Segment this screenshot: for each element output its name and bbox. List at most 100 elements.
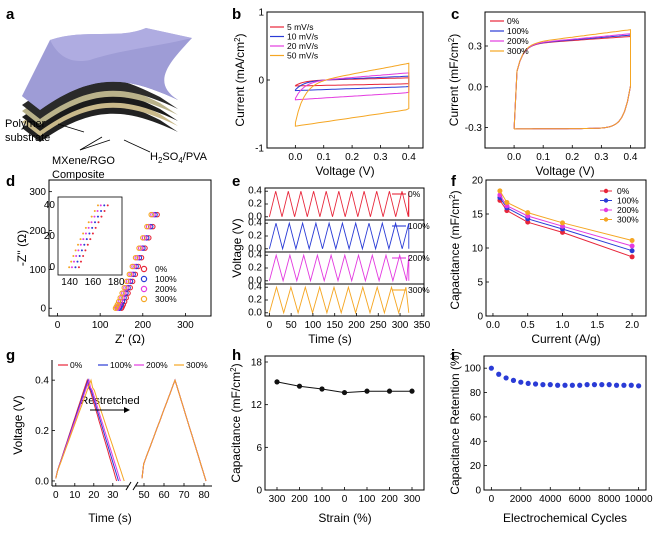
- panel-d-inset-point-2-2: [75, 254, 78, 257]
- panel-e-sub-0-ticklabel-2: 0.4: [248, 186, 262, 197]
- panel-e-series-3: [268, 285, 410, 315]
- panel-h-point-6: [409, 388, 415, 394]
- panel-d-point-1-13: [147, 223, 154, 230]
- panel-h-x-ticklabel-2: 100: [314, 494, 331, 505]
- device-pointer-composite: [79, 136, 103, 151]
- panel-e-sub-2-ticklabel-1: 0.2: [248, 263, 262, 274]
- panel-d-point-2-10: [134, 254, 140, 261]
- panel-b-x-ticklabel-2: 0.2: [345, 152, 359, 163]
- panel-f-y-ticklabel-2: 10: [472, 244, 484, 255]
- panel-d-inset-point-2-11: [99, 204, 102, 207]
- panel-d-inset-point-2-7: [87, 226, 90, 229]
- panel-i-x-ticklabel-1: 2000: [510, 494, 533, 505]
- panel-d-inset-ytick-0: 0: [49, 262, 55, 273]
- panel-c-legend-label-0: 0%: [507, 16, 520, 26]
- panel-i-y-ticklabel-2: 40: [470, 437, 482, 448]
- panel-g-break-2: [132, 481, 139, 491]
- panel-c-y-ticklabel-2: 0.3: [468, 42, 482, 53]
- panel-d-inset-point-1-5: [85, 238, 88, 241]
- panel-b-xlabel: Voltage (V): [315, 164, 374, 178]
- panel-d-point-1-8: [130, 271, 136, 278]
- panel-d-point-1-12: [143, 235, 150, 241]
- panel-d-point-1-5: [123, 290, 129, 296]
- panel-d-inset-point-1-11: [103, 204, 106, 207]
- panel-d-inset-point-1-3: [80, 249, 83, 252]
- panel-e-sub-1-ticklabel-2: 0.4: [248, 218, 262, 229]
- panel-g-y-ticklabel-0: 0.0: [35, 476, 49, 487]
- panel-i-frame: [483, 355, 647, 491]
- panel-h-y-ticklabel-3: 18: [251, 358, 263, 369]
- panel-d-inset-point-1-4: [83, 243, 86, 246]
- panel-i-xlabel: Electrochemical Cycles: [503, 511, 627, 525]
- panel-f-y-ticklabel-1: 5: [477, 278, 483, 289]
- panel-d-inset-xtick-0: 140: [61, 277, 78, 288]
- panel-d-legend-label-1: 100%: [155, 274, 177, 284]
- device-pointer-polymer: [57, 123, 85, 133]
- panel-i-point-13: [584, 382, 590, 388]
- panel-d-inset-point-0-4: [86, 243, 89, 246]
- panel-c-frame: [484, 11, 646, 149]
- panel-label-f: f: [451, 173, 457, 190]
- panel-h-point-5: [386, 388, 393, 394]
- device-pointer-electrolyte: [123, 139, 151, 153]
- panel-e-x-ticklabel-0: 0: [267, 320, 273, 331]
- panel-d-inset-point-3-0: [68, 266, 71, 269]
- panel-e-sub-0-ticklabel-0: 0.0: [248, 211, 262, 222]
- panel-d-inset-point-1-7: [91, 226, 94, 229]
- panel-d-inset-point-2-5: [82, 238, 85, 241]
- panel-e-x-ticklabel-2: 100: [305, 320, 322, 331]
- panel-d-point-3-9: [129, 263, 136, 270]
- panel-d-point-2-14: [150, 211, 156, 218]
- device-label-polymer-2: substrate: [5, 132, 50, 144]
- panel-g-y-ticklabel-1: 0.2: [35, 426, 49, 437]
- panel-g-series-right-2: [141, 378, 207, 482]
- panel-d-legend-marker-3: [140, 295, 148, 303]
- panel-d-inset-point-1-6: [88, 232, 91, 235]
- panel-b-y-ticklabel-1: 0: [258, 76, 264, 87]
- panel-d-inset-point-2-0: [70, 266, 73, 269]
- panel-g-x-ticklabel-1: 10: [69, 490, 81, 501]
- panel-e-sub-1-ticklabel-0: 0.0: [248, 243, 262, 254]
- panel-label-i: i: [451, 347, 455, 364]
- panel-d-inset-point-3-8: [87, 221, 90, 224]
- panel-d-inset-point-3-3: [74, 249, 77, 252]
- panel-f-point-3-0: [497, 188, 503, 194]
- panel-d-inset-point-3-2: [72, 254, 75, 257]
- panel-i-point-11: [569, 382, 575, 388]
- panel-d-inset-point-0-0: [77, 266, 80, 269]
- panel-b-ylabel: Current (mA/cm2): [233, 33, 247, 126]
- panel-f-y-ticklabel-4: 20: [472, 176, 484, 187]
- panel-b-x-ticklabel-1: 0.1: [317, 152, 331, 163]
- panel-f-point-3-2: [525, 210, 531, 216]
- panel-g-legend-label-0: 0%: [70, 360, 83, 370]
- panel-g-series-right-3: [141, 378, 207, 482]
- panel-g-series-left-2: [55, 378, 121, 482]
- panel-d-point-3-2: [114, 301, 121, 308]
- panel-c-x-ticklabel-2: 0.2: [565, 152, 579, 163]
- panel-d-inset-xtick-2: 180: [108, 277, 125, 288]
- panel-d-x-ticklabel-2: 200: [134, 320, 151, 331]
- panel-g-x-ticklabel-0: 0: [53, 490, 59, 501]
- panel-h-y-ticklabel-1: 6: [256, 443, 262, 454]
- panel-h-x-ticklabel-6: 300: [404, 494, 421, 505]
- panel-d-point-3-6: [121, 284, 128, 291]
- device-labels: Polymer substrate MXene/RGO Composite H2…: [5, 118, 208, 181]
- panel-b-legend-label-2: 20 mV/s: [287, 41, 318, 51]
- panel-d-inset-point-1-1: [76, 260, 79, 263]
- panel-d-point-1-6: [125, 284, 131, 291]
- panel-d-point-2-6: [123, 284, 129, 291]
- panel-i-point-10: [562, 382, 568, 388]
- panel-d-point-1-10: [136, 254, 143, 261]
- panel-e-x-ticklabel-6: 300: [392, 320, 409, 331]
- panel-f-legend-marker-0: [603, 188, 609, 194]
- panel-d-inset-point-0-10: [103, 210, 106, 213]
- panel-f-x-ticklabel-0: 0.0: [486, 320, 500, 331]
- panel-d-x-ticklabel-3: 300: [177, 320, 194, 331]
- panel-i-x-ticklabel-5: 10000: [625, 494, 653, 505]
- panel-h-x-ticklabel-1: 200: [291, 494, 308, 505]
- panel-d-y-ticklabel-0: 0: [40, 304, 46, 315]
- panel-e-x-ticklabel-4: 200: [348, 320, 365, 331]
- panel-e-sub-2-ticklabel-0: 0.0: [248, 275, 262, 286]
